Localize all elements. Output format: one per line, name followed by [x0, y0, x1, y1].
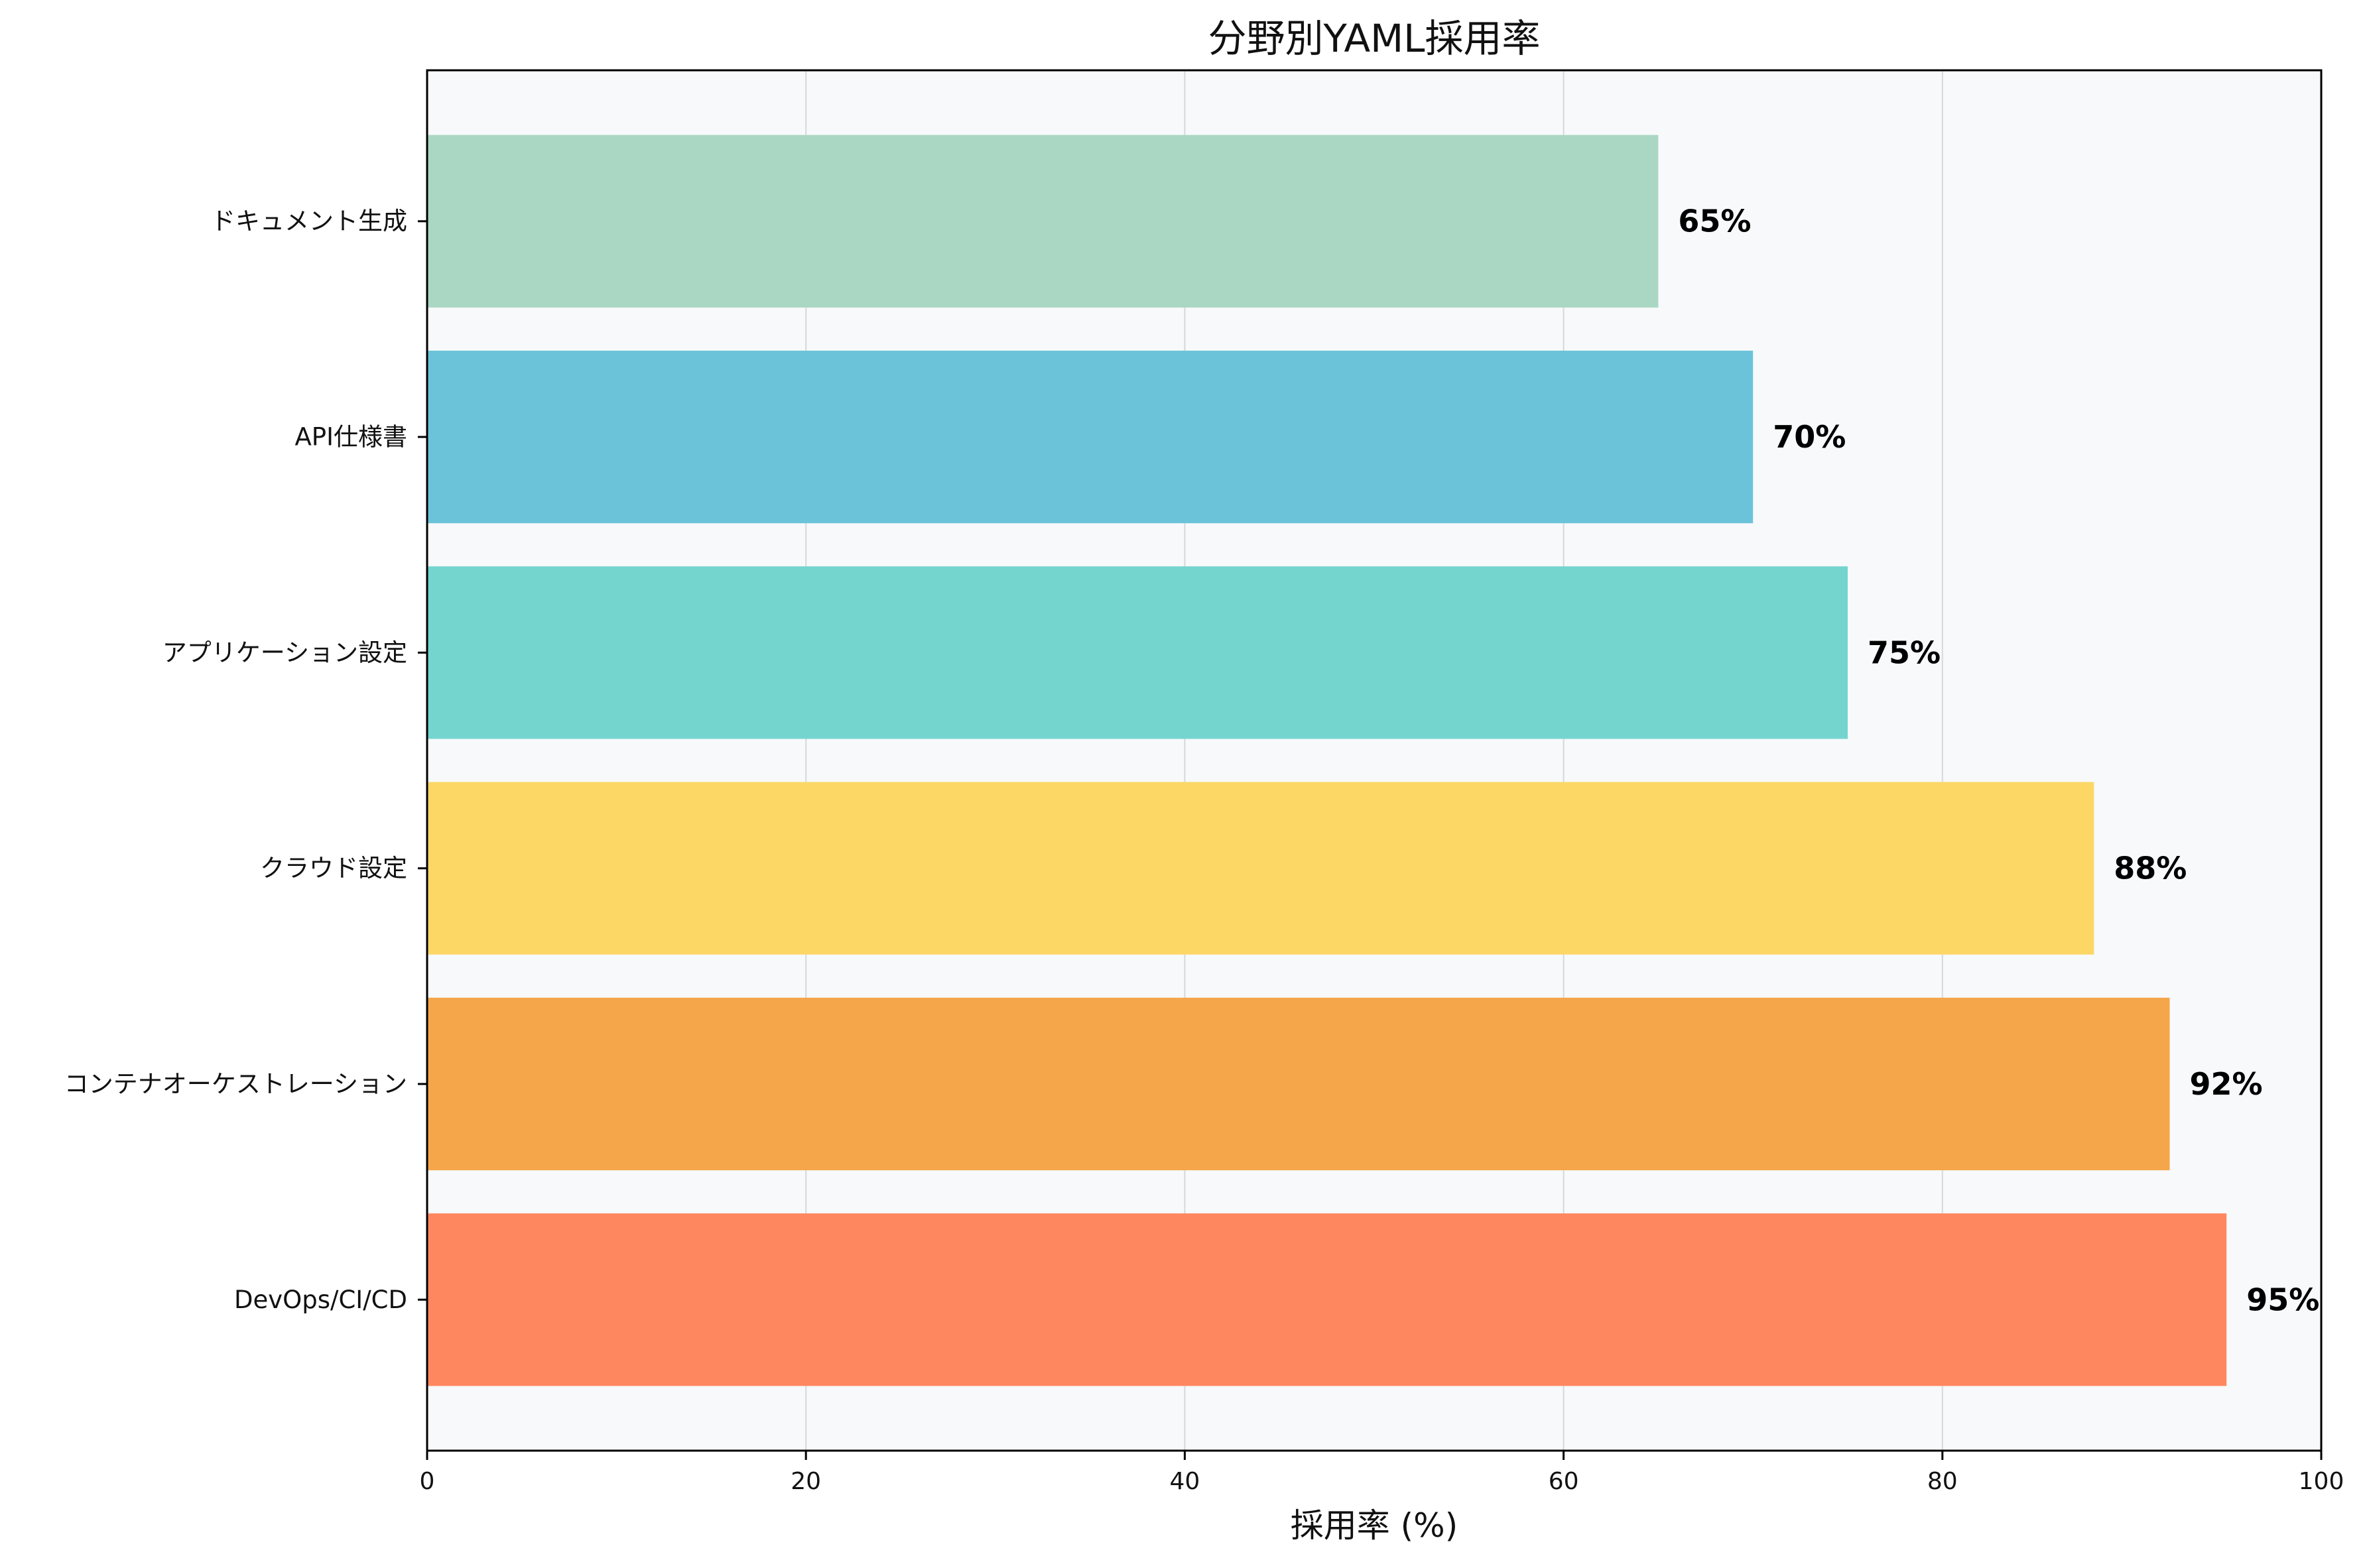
- x-tick-label: 40: [1169, 1468, 1200, 1495]
- plot-frame: [426, 69, 2323, 1452]
- data-label: 95%: [2246, 1282, 2319, 1317]
- y-tick-label: クラウド設定: [260, 854, 407, 882]
- x-tick-label: 80: [1927, 1468, 1958, 1495]
- x-tick-label: 0: [420, 1468, 435, 1495]
- x-tick-label: 60: [1549, 1468, 1579, 1495]
- bar: [427, 782, 2094, 955]
- y-tick-label: API仕様書: [294, 423, 407, 452]
- x-tick-label: 20: [791, 1468, 821, 1495]
- y-tick-label: ドキュメント生成: [211, 207, 407, 235]
- data-label: 88%: [2114, 851, 2187, 886]
- bar: [427, 997, 2170, 1171]
- data-label: 92%: [2190, 1066, 2263, 1102]
- x-tick-label: 100: [2299, 1468, 2344, 1495]
- bar: [427, 350, 1754, 524]
- data-labels: 95% 92% 88% 75% 70% 65%: [1678, 204, 2319, 1318]
- y-axis-ticks: DevOps/CI/CD コンテナオーケストレーション クラウド設定 アプリケーション…: [64, 207, 427, 1314]
- data-label: 65%: [1678, 204, 1751, 239]
- y-tick-label: DevOps/CI/CD: [234, 1286, 407, 1314]
- data-label: 70%: [1773, 419, 1846, 455]
- chart-title: 分野別YAML採用率: [1208, 16, 1541, 61]
- bars: [427, 135, 2227, 1386]
- x-axis-label: 採用率 (%): [1291, 1506, 1458, 1545]
- x-axis-ticks: 0 20 40 60 80 100: [420, 1451, 2344, 1495]
- bar: [427, 135, 1659, 308]
- y-tick-label: コンテナオーケストレーション: [64, 1069, 407, 1098]
- bar: [427, 566, 1848, 739]
- y-tick-label: アプリケーション設定: [162, 638, 407, 667]
- bar: [427, 1213, 2227, 1386]
- data-label: 75%: [1868, 634, 1941, 670]
